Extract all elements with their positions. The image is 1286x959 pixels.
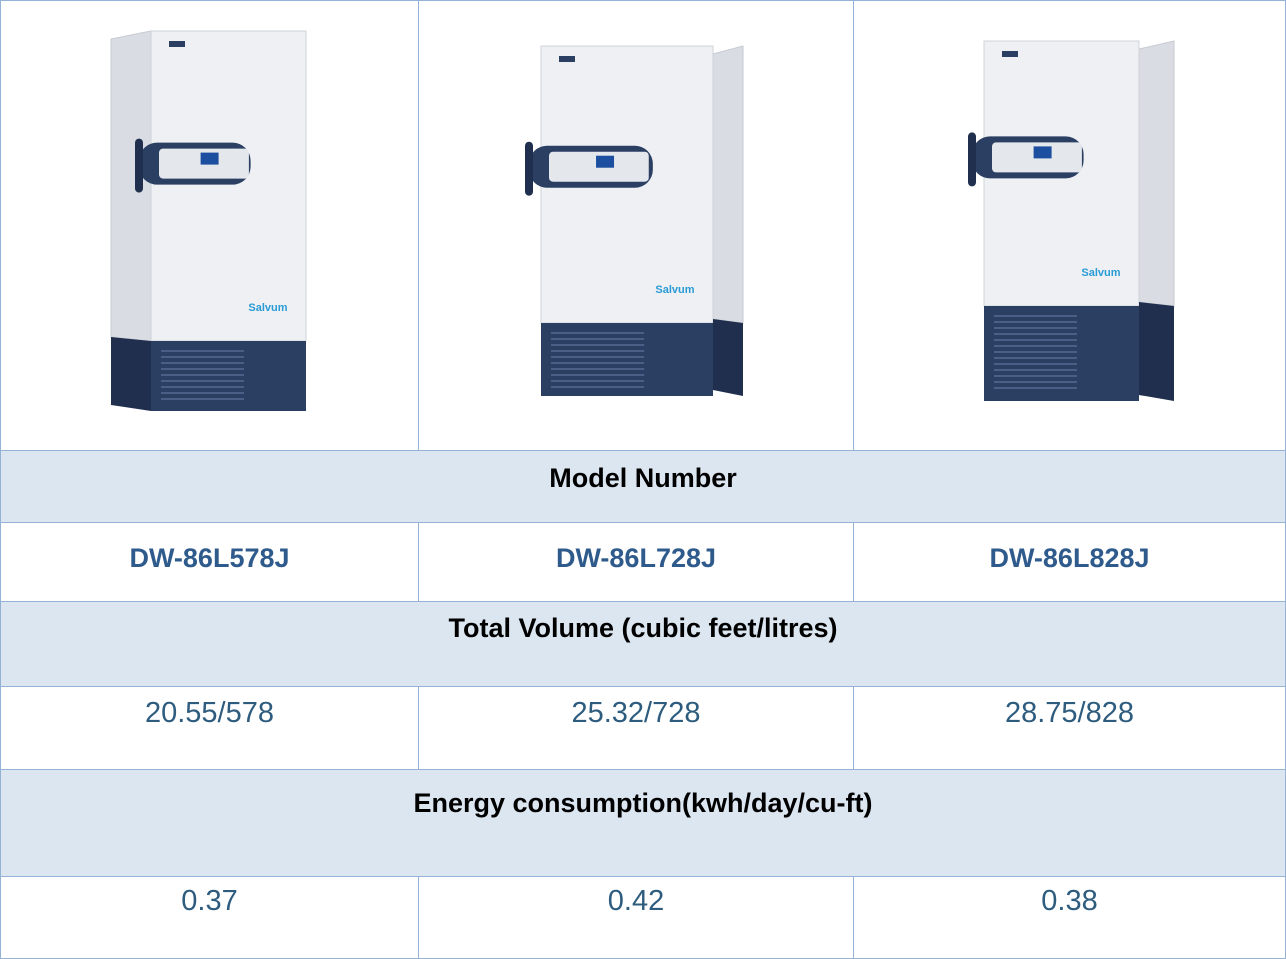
freezer-base-side [1139,302,1174,401]
freezer-image: Salvum [110,30,307,411]
value-cell: 20.55/578 [0,686,419,770]
freezer-door [150,30,307,342]
value-cell: DW-86L828J [853,522,1286,602]
freezer-logo [1002,51,1018,57]
heading-text: Model Number [549,463,737,493]
handle [968,132,976,187]
value-text: 20.55/578 [144,697,274,729]
handle [135,138,143,193]
freezer-base [541,323,713,396]
section-heading: Energy consumption(kwh/day/cu-ft) [0,769,1286,877]
display [596,155,615,168]
model-number: DW-86L728J [555,543,717,573]
freezer-logo [559,56,575,62]
value-cell: 25.32/728 [418,686,854,770]
freezer-side [712,45,744,324]
image-cell: Salvum [0,0,419,451]
value-text: 0.42 [607,885,665,917]
value-cell: 0.38 [853,876,1286,959]
model-number: DW-86L828J [989,543,1150,573]
brand-logo: Salvum [655,284,694,296]
freezer-side [110,30,152,342]
brand-logo: Salvum [248,302,287,314]
freezer-side [1138,40,1175,307]
handle [525,141,533,196]
value-cell: 0.37 [0,876,419,959]
model-number: DW-86L578J [129,543,290,573]
heading-text: Total Volume (cubic feet/litres) [448,613,838,643]
value-cell: 28.75/828 [853,686,1286,770]
freezer-image: Salvum [968,40,1175,401]
freezer-logo [169,41,185,47]
value-text: 28.75/828 [1004,697,1134,729]
value-cell: 0.42 [418,876,854,959]
value-cell: DW-86L578J [0,522,419,602]
freezer-base-side [713,319,743,396]
freezer-image: Salvum [525,45,744,396]
section-heading: Total Volume (cubic feet/litres) [0,601,1286,687]
image-cell: Salvum [418,0,854,451]
brand-logo: Salvum [1081,267,1120,279]
value-text: 25.32/728 [571,697,701,729]
heading-text: Energy consumption(kwh/day/cu-ft) [413,788,873,818]
display [200,152,219,165]
value-cell: DW-86L728J [418,522,854,602]
value-text: 0.37 [181,885,238,917]
section-heading: Model Number [0,450,1286,523]
value-text: 0.38 [1041,885,1098,917]
display [1033,146,1052,159]
freezer-base [984,306,1139,401]
image-cell: Salvum [853,0,1286,451]
freezer-base-side [111,337,151,411]
